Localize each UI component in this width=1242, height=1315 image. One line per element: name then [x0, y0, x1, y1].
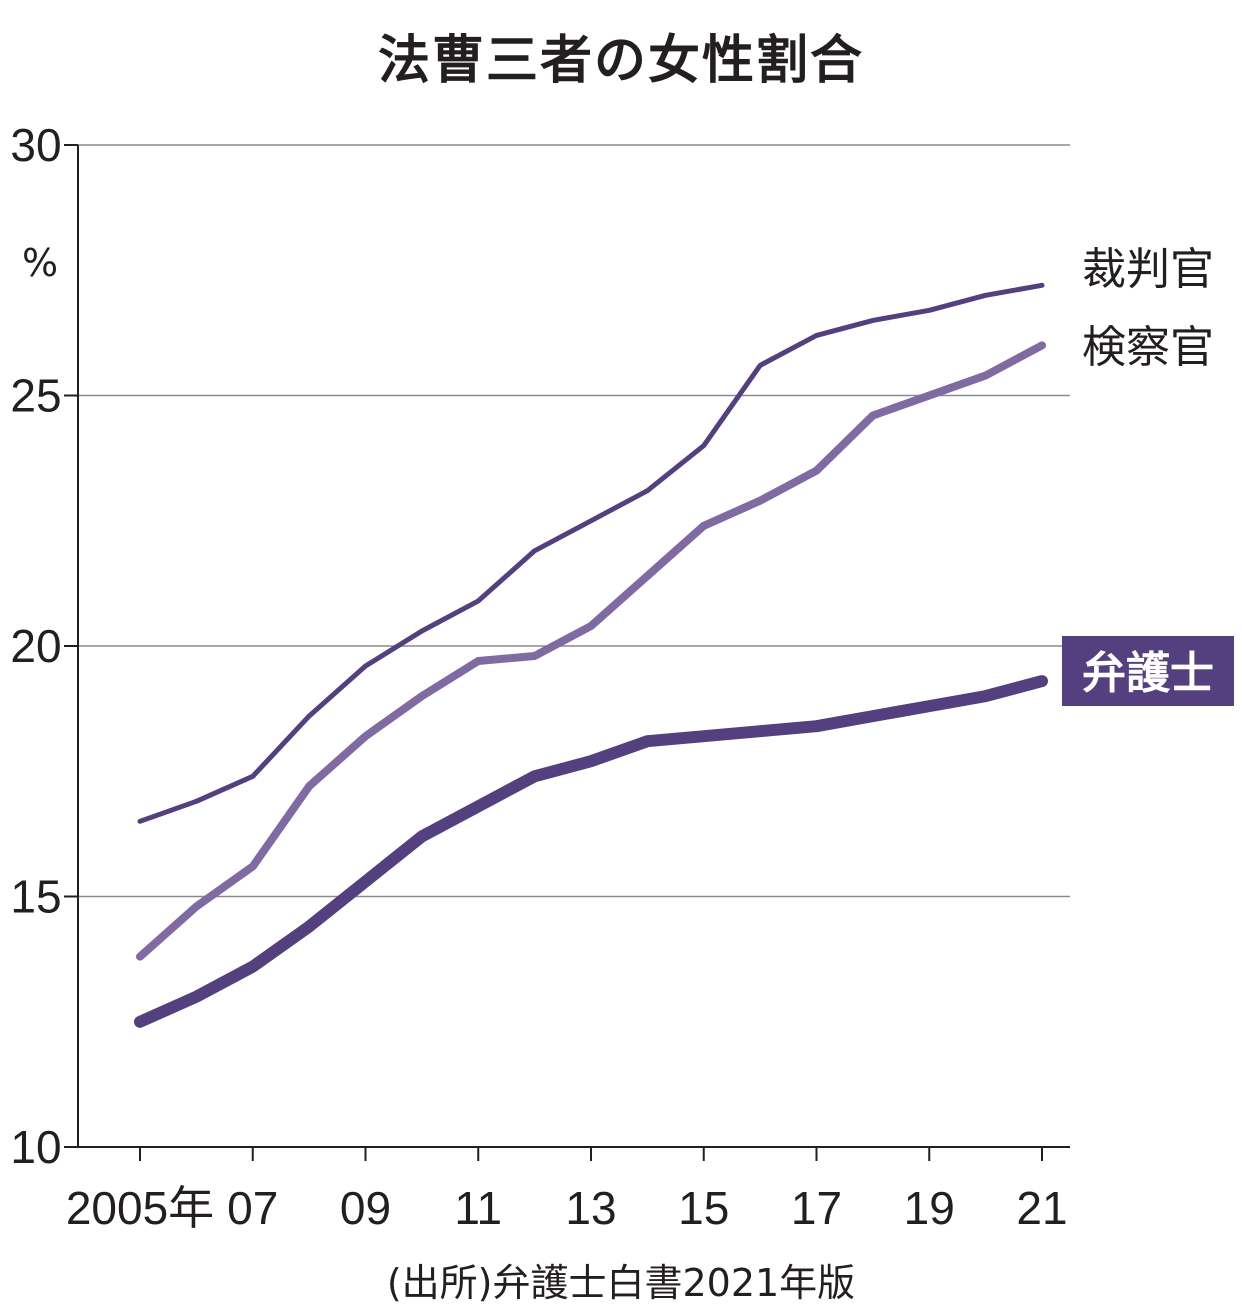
series-line-3 [134, 675, 1048, 1028]
x-tick-label-2019: 19 [904, 1182, 955, 1234]
y-tick-label-20: 20 [10, 620, 61, 672]
x-tick-label-2015: 15 [678, 1182, 729, 1234]
x-tick-label-2013: 13 [565, 1182, 616, 1234]
series-line-2 [136, 341, 1046, 961]
y-tick-label-10: 10 [10, 1121, 61, 1173]
series-line-1 [137, 282, 1045, 824]
series-label-3: 弁護士 [1082, 648, 1214, 699]
series-label-1: 裁判官 [1082, 244, 1214, 295]
x-tick-label-2007: 07 [227, 1182, 278, 1234]
y-axis-ticks: 10 15 20 25 30 [10, 119, 78, 1173]
y-tick-label-15: 15 [10, 871, 61, 923]
gridlines [78, 144, 1070, 898]
x-tick-label-2017: 17 [791, 1182, 842, 1234]
y-tick-label-25: 25 [10, 370, 61, 422]
chart-title: 法曹三者の女性割合 [377, 31, 864, 91]
source-note: (出所)弁護士白書2021年版 [386, 1261, 856, 1305]
series-lines [134, 282, 1048, 1028]
series-label-3-box [1062, 636, 1234, 706]
x-tick-label-2005: 2005年 [66, 1182, 214, 1234]
x-tick-label-2011: 11 [454, 1182, 502, 1234]
y-axis-unit-label: % [22, 241, 58, 285]
x-tick-label-2009: 09 [340, 1182, 391, 1234]
y-tick-label-30: 30 [10, 119, 61, 171]
series-label-2: 検察官 [1082, 322, 1214, 373]
x-tick-label-2021: 21 [1016, 1182, 1067, 1234]
x-axis-ticks: 2005年 07 09 11 13 15 17 19 21 [66, 1147, 1068, 1234]
